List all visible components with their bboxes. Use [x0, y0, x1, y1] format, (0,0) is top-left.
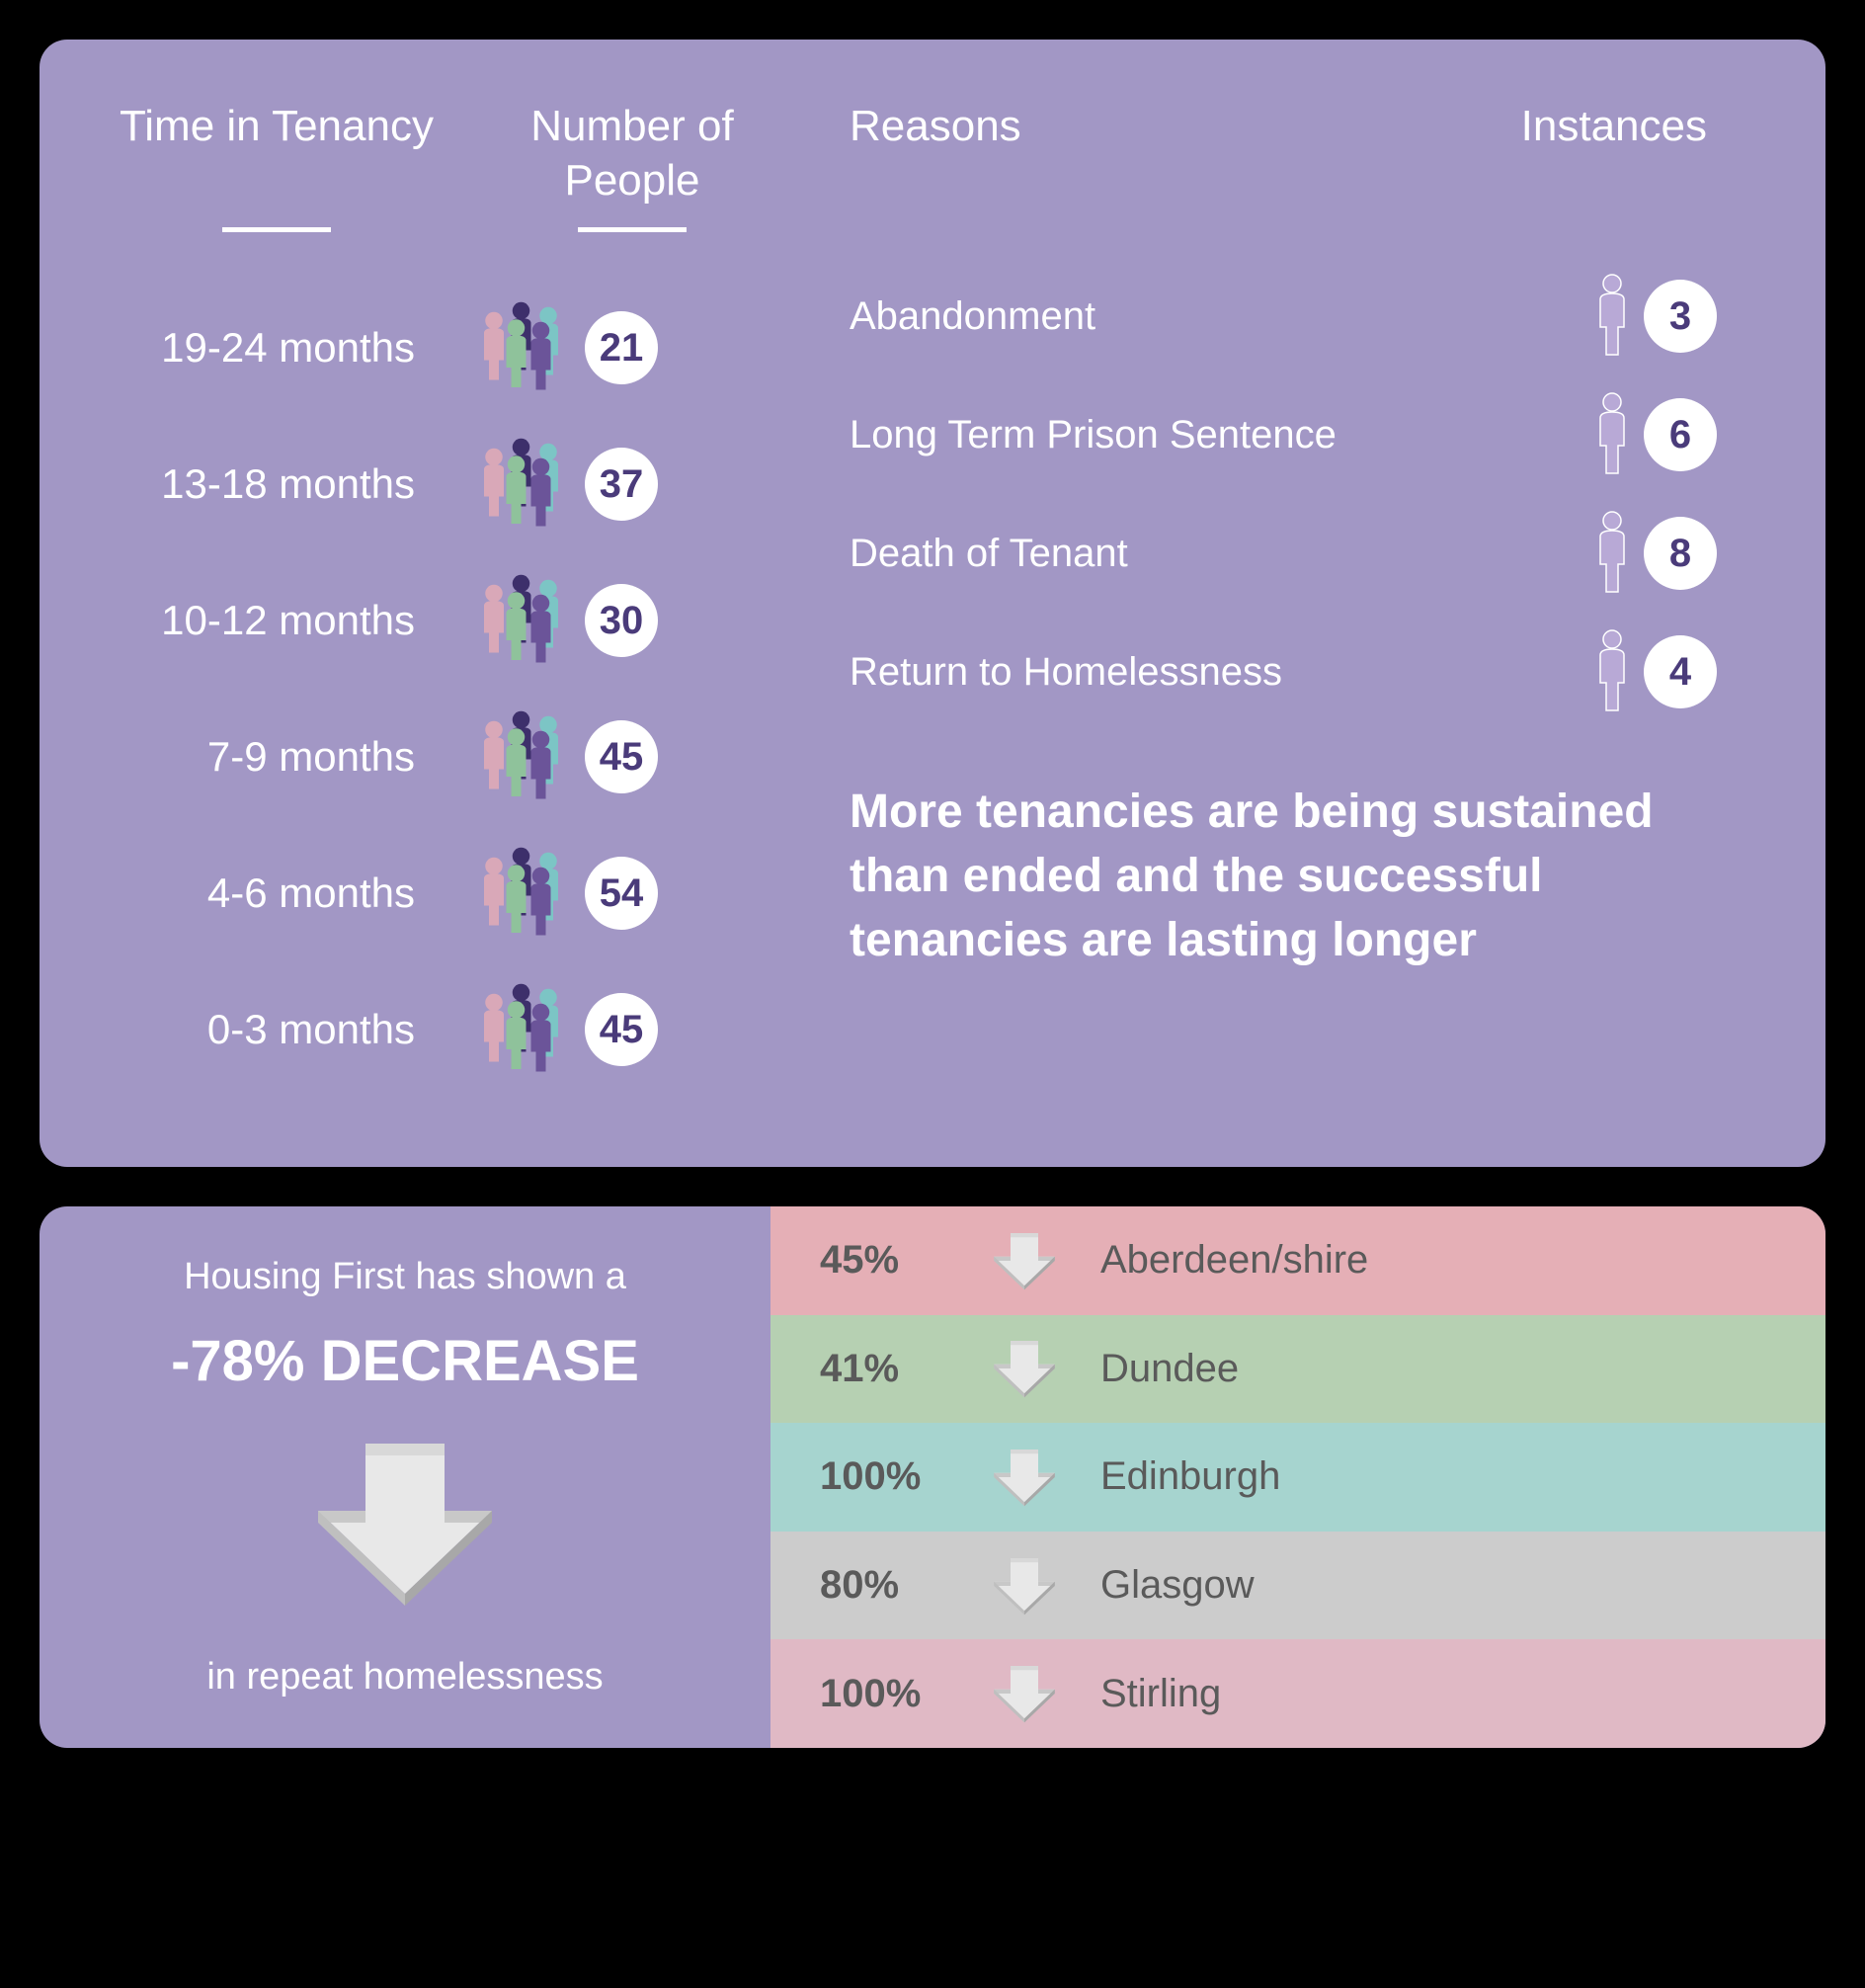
people-group-icon: [474, 435, 573, 534]
reason-label: Death of Tenant: [850, 532, 1128, 576]
instance-count-badge: 8: [1644, 517, 1717, 590]
down-arrow-icon: [988, 1226, 1061, 1295]
tenancy-time-label: 7-9 months: [119, 689, 435, 825]
people-count-row: 21: [474, 280, 790, 416]
tenancy-time-label: 10-12 months: [119, 552, 435, 689]
city-percent: 100%: [820, 1672, 948, 1716]
tenancy-columns: Time in Tenancy 19-24 months13-18 months…: [119, 99, 790, 1098]
city-percent: 41%: [820, 1347, 948, 1391]
people-count-row: 45: [474, 689, 790, 825]
city-row: 80% Glasgow: [770, 1532, 1825, 1640]
reason-instances: 4: [1590, 629, 1717, 714]
people-group-icon: [474, 707, 573, 806]
people-count-column: Number of People 21 37 30 45 54 45: [474, 99, 790, 1098]
reason-instances: 3: [1590, 274, 1717, 359]
city-name: Glasgow: [1100, 1563, 1255, 1608]
city-name: Dundee: [1100, 1347, 1239, 1391]
reasons-header-row: Reasons Instances: [850, 99, 1746, 227]
people-count-row: 30: [474, 552, 790, 689]
city-name: Stirling: [1100, 1672, 1221, 1716]
people-count-badge: 30: [585, 584, 658, 657]
reason-label: Long Term Prison Sentence: [850, 413, 1337, 457]
decrease-value: -78% DECREASE: [99, 1328, 711, 1394]
reasons-header: Reasons: [850, 99, 1021, 227]
reason-row: Abandonment 3: [850, 257, 1746, 375]
reason-label: Abandonment: [850, 294, 1095, 339]
divider: [222, 227, 331, 232]
reason-row: Return to Homelessness 4: [850, 613, 1746, 731]
city-percent: 45%: [820, 1238, 948, 1283]
down-arrow-icon: [988, 1659, 1061, 1728]
instance-count-badge: 6: [1644, 398, 1717, 471]
tenancy-time-label: 13-18 months: [119, 416, 435, 552]
city-row: 100% Edinburgh: [770, 1423, 1825, 1532]
people-group-icon: [474, 298, 573, 397]
city-row: 45% Aberdeen/shire: [770, 1206, 1825, 1315]
decrease-caption: in repeat homelessness: [99, 1656, 711, 1698]
city-name: Edinburgh: [1100, 1454, 1280, 1499]
tenancy-time-label: 0-3 months: [119, 961, 435, 1098]
person-icon: [1590, 511, 1634, 596]
reason-label: Return to Homelessness: [850, 650, 1282, 695]
decrease-panel: Housing First has shown a -78% DECREASE …: [40, 1206, 1825, 1748]
people-count-badge: 37: [585, 448, 658, 521]
people-count-header: Number of People: [474, 99, 790, 227]
down-arrow-icon: [988, 1334, 1061, 1403]
person-icon: [1590, 392, 1634, 477]
reason-instances: 8: [1590, 511, 1717, 596]
city-percent: 100%: [820, 1454, 948, 1499]
city-list: 45% Aberdeen/shire 41% Dundee 100% Edinb…: [770, 1206, 1825, 1748]
reasons-column: Reasons Instances Abandonment 3 Long Ter…: [850, 99, 1746, 1098]
tenancy-time-label: 19-24 months: [119, 280, 435, 416]
tenancy-time-column: Time in Tenancy 19-24 months13-18 months…: [119, 99, 435, 1098]
reason-row: Death of Tenant 8: [850, 494, 1746, 613]
down-arrow-icon: [988, 1551, 1061, 1620]
instances-header: Instances: [1521, 99, 1707, 227]
people-count-badge: 21: [585, 311, 658, 384]
decrease-summary: Housing First has shown a -78% DECREASE …: [40, 1206, 770, 1748]
summary-text: More tenancies are being sustained than …: [850, 781, 1746, 972]
person-icon: [1590, 629, 1634, 714]
reason-row: Long Term Prison Sentence 6: [850, 375, 1746, 494]
people-count-row: 45: [474, 961, 790, 1098]
people-count-row: 54: [474, 825, 790, 961]
divider: [578, 227, 687, 232]
down-arrow-icon: [301, 1424, 509, 1621]
people-count-badge: 45: [585, 993, 658, 1066]
people-group-icon: [474, 844, 573, 943]
people-count-badge: 54: [585, 857, 658, 930]
instance-count-badge: 3: [1644, 280, 1717, 353]
city-percent: 80%: [820, 1563, 948, 1608]
people-group-icon: [474, 980, 573, 1079]
city-row: 100% Stirling: [770, 1639, 1825, 1748]
person-icon: [1590, 274, 1634, 359]
reason-instances: 6: [1590, 392, 1717, 477]
people-group-icon: [474, 571, 573, 670]
city-name: Aberdeen/shire: [1100, 1238, 1368, 1283]
decrease-intro: Housing First has shown a: [99, 1256, 711, 1298]
city-row: 41% Dundee: [770, 1315, 1825, 1424]
tenancy-time-header: Time in Tenancy: [119, 99, 435, 227]
people-count-row: 37: [474, 416, 790, 552]
people-count-badge: 45: [585, 720, 658, 793]
tenancy-panel: Time in Tenancy 19-24 months13-18 months…: [40, 40, 1825, 1167]
tenancy-time-label: 4-6 months: [119, 825, 435, 961]
instance-count-badge: 4: [1644, 635, 1717, 708]
down-arrow-icon: [988, 1443, 1061, 1512]
